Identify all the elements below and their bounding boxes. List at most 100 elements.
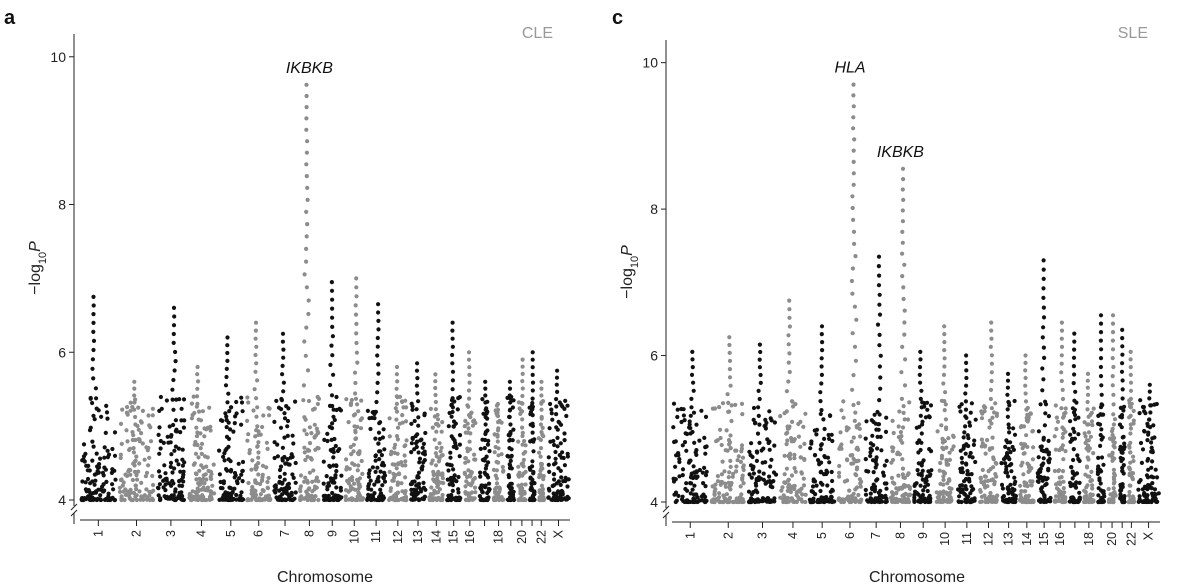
data-point — [530, 430, 535, 435]
data-point — [280, 372, 285, 377]
data-point — [689, 471, 694, 476]
data-point — [165, 494, 170, 499]
data-point — [1128, 483, 1133, 488]
data-point — [900, 251, 905, 256]
data-point — [563, 398, 568, 403]
data-point — [314, 475, 319, 480]
data-point — [144, 487, 149, 492]
data-point — [202, 454, 208, 459]
data-point — [494, 481, 500, 486]
data-point — [171, 340, 176, 345]
data-point — [112, 453, 118, 458]
data-point — [436, 490, 441, 495]
data-point — [1090, 486, 1095, 491]
data-point — [551, 491, 556, 496]
data-point — [450, 361, 455, 366]
data-point — [1040, 335, 1045, 340]
data-point — [199, 497, 205, 503]
data-point — [305, 139, 310, 144]
data-point — [851, 373, 856, 378]
data-point — [508, 497, 513, 503]
data-point — [850, 291, 855, 296]
data-point — [187, 493, 192, 498]
data-point — [358, 417, 363, 423]
data-point — [520, 461, 526, 466]
data-point — [306, 487, 311, 492]
data-point — [1036, 479, 1041, 484]
data-point — [1030, 429, 1035, 434]
data-point — [1086, 438, 1091, 443]
data-point — [517, 406, 522, 411]
annotations-cle: IKBKB — [286, 60, 333, 77]
data-point — [877, 343, 882, 348]
data-point — [560, 490, 565, 495]
data-point — [301, 383, 306, 388]
data-point — [470, 497, 475, 502]
data-point — [227, 485, 232, 490]
data-point — [496, 420, 501, 425]
data-point — [304, 150, 309, 155]
data-point — [989, 378, 994, 384]
data-point — [223, 383, 229, 388]
data-point — [290, 497, 296, 502]
data-point — [839, 442, 844, 447]
data-point — [1120, 387, 1125, 392]
data-point — [1130, 494, 1136, 499]
data-point — [283, 497, 288, 503]
data-point — [1055, 419, 1061, 424]
data-point — [979, 416, 985, 421]
data-point — [1129, 401, 1134, 406]
data-point — [1146, 485, 1151, 490]
data-point — [368, 426, 373, 432]
data-point — [333, 443, 338, 449]
data-point — [1127, 489, 1132, 495]
data-point — [565, 484, 570, 489]
data-point — [1089, 410, 1094, 415]
data-point — [177, 483, 182, 488]
data-point — [353, 312, 359, 317]
data-point — [400, 463, 405, 468]
data-point — [194, 394, 200, 399]
data-point — [920, 477, 925, 482]
data-point — [752, 499, 758, 505]
data-point — [964, 461, 969, 466]
data-point — [450, 488, 455, 493]
gene-annotation-label: IKBKB — [877, 144, 924, 161]
data-point — [726, 475, 731, 480]
data-point — [366, 471, 371, 476]
data-point — [382, 479, 388, 484]
data-point — [180, 463, 185, 468]
data-point — [713, 482, 718, 487]
data-point — [304, 105, 309, 110]
data-point — [762, 497, 767, 502]
x-tick-label: 11 — [369, 530, 383, 543]
data-point — [1128, 460, 1133, 465]
data-point — [1026, 493, 1031, 498]
data-point — [868, 491, 873, 496]
data-point — [1110, 374, 1115, 379]
data-point — [353, 391, 358, 396]
data-point — [172, 448, 177, 453]
data-point — [109, 470, 114, 475]
data-point — [1071, 499, 1076, 505]
data-point — [226, 457, 231, 462]
data-point — [816, 458, 821, 463]
data-point — [753, 420, 758, 425]
data-point — [785, 438, 790, 443]
data-point — [353, 396, 359, 401]
data-point — [555, 389, 560, 394]
data-point — [1077, 480, 1082, 485]
data-point — [938, 460, 943, 466]
data-point — [769, 457, 774, 462]
data-point — [739, 446, 745, 451]
data-point — [139, 431, 144, 436]
data-point — [1097, 467, 1103, 472]
data-point — [484, 463, 489, 468]
data-point — [394, 401, 399, 406]
data-point — [395, 437, 400, 442]
data-point — [556, 466, 561, 471]
data-point — [703, 473, 709, 478]
data-point — [267, 497, 272, 502]
data-point — [785, 499, 790, 505]
data-point — [94, 406, 99, 411]
